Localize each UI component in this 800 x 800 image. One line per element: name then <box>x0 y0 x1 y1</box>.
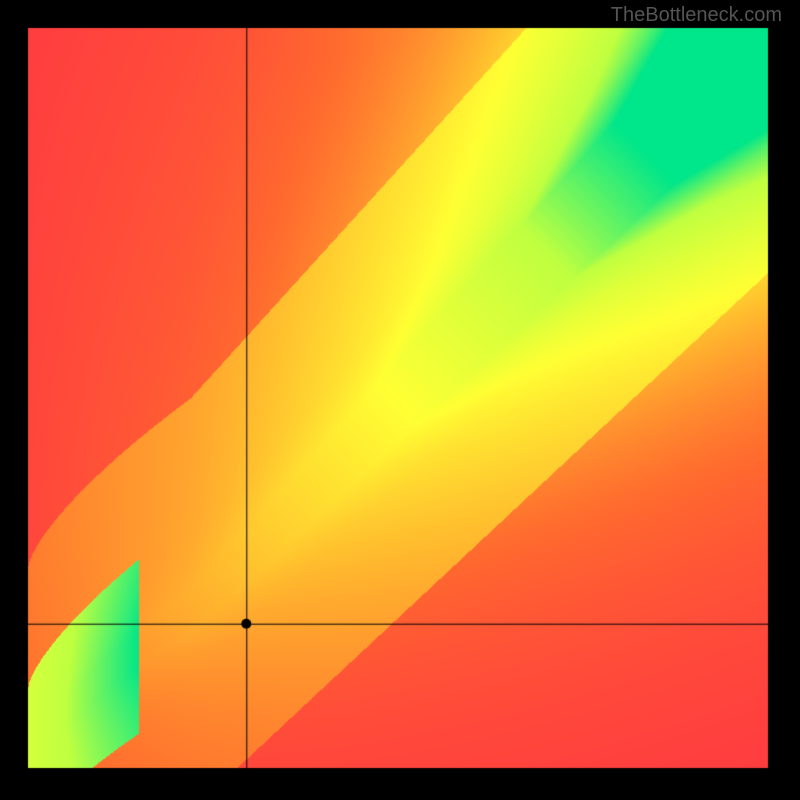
bottleneck-heatmap-canvas <box>0 0 800 800</box>
chart-container: TheBottleneck.com <box>0 0 800 800</box>
watermark-text: TheBottleneck.com <box>611 4 782 27</box>
